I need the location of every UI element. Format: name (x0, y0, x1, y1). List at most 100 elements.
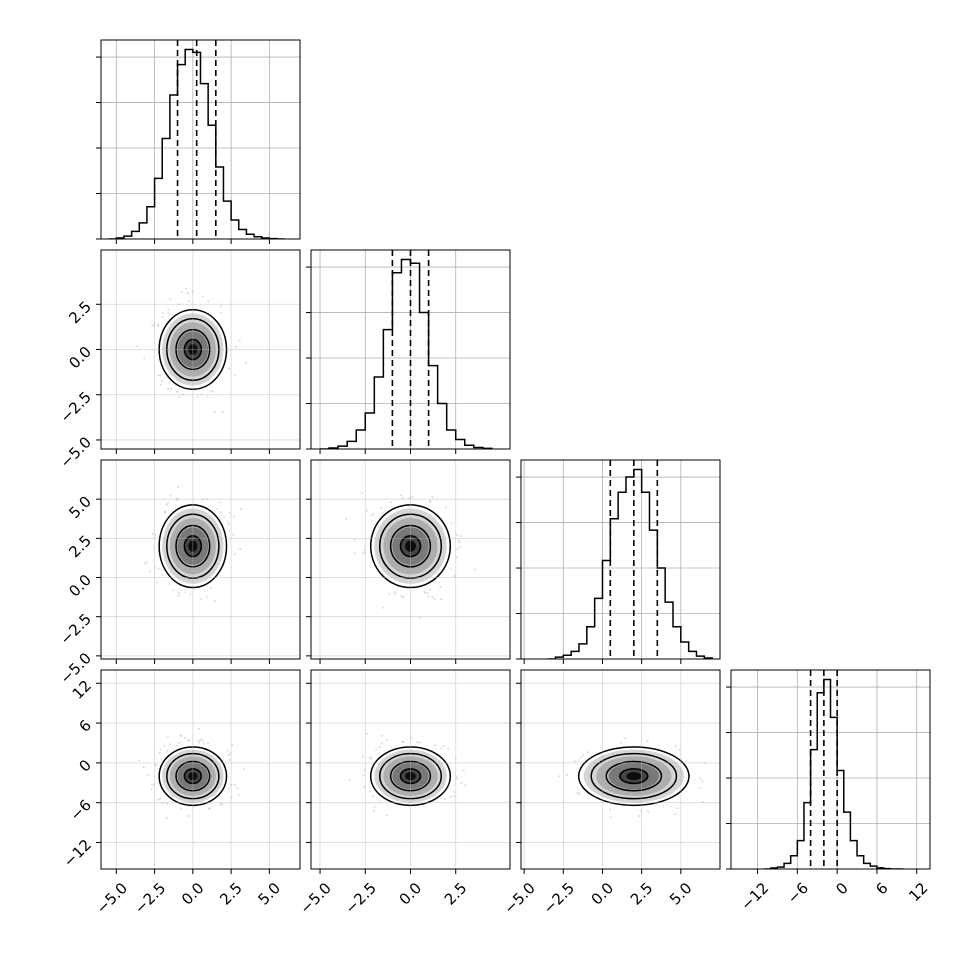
scatter-point (228, 367, 231, 370)
scatter-point (177, 486, 180, 488)
scatter-point (362, 774, 365, 777)
scatter-point (153, 784, 155, 787)
scatter-point (402, 596, 404, 599)
axes-frame (310, 669, 511, 870)
scatter-point (167, 308, 170, 311)
scatter-point (363, 768, 366, 771)
scatter-point (400, 595, 403, 598)
scatter-point (184, 737, 187, 739)
scatter-point (187, 300, 190, 302)
scatter-point (176, 497, 179, 500)
joint-content (101, 670, 300, 869)
scatter-point (182, 393, 184, 396)
scatter-point (439, 586, 442, 588)
joint-content (101, 460, 300, 659)
scatter-point (208, 807, 211, 810)
x-tick-label: −5.0 (93, 879, 131, 917)
histogram-panel-0 (96, 39, 301, 244)
scatter-point (362, 755, 364, 758)
scatter-point (434, 744, 436, 747)
scatter-point (231, 533, 234, 536)
scatter-point (582, 754, 584, 757)
axes-frame (520, 459, 721, 660)
x-tick-label: 0.0 (178, 879, 208, 909)
joint-content (521, 670, 720, 869)
scatter-point (443, 798, 446, 800)
scatter-point (158, 752, 161, 755)
scatter-point (161, 380, 164, 382)
scatter-point (380, 742, 383, 745)
scatter-point (151, 324, 154, 327)
scatter-point (371, 520, 373, 522)
scatter-point (464, 784, 466, 787)
scatter-point (363, 549, 366, 551)
scatter-point (223, 516, 226, 519)
joint-panel-2-0: −5.0−2.50.02.55.0 (57, 459, 301, 688)
scatter-point (186, 292, 189, 295)
scatter-point (178, 742, 181, 744)
scatter-point (202, 295, 204, 298)
scatter-point (457, 539, 460, 542)
scatter-point (207, 742, 209, 745)
scatter-point (210, 587, 212, 589)
scatter-point (146, 774, 149, 776)
scatter-point (145, 561, 148, 564)
scatter-point (169, 494, 172, 497)
scatter-point (449, 568, 451, 570)
scatter-point (142, 766, 145, 768)
y-tick-label: −2.5 (57, 610, 95, 648)
scatter-point (216, 508, 219, 510)
scatter-point (196, 395, 199, 398)
scatter-point (455, 556, 458, 559)
scatter-point (408, 497, 411, 499)
scatter-point (159, 384, 162, 386)
scatter-point (447, 747, 450, 750)
scatter-point (429, 588, 432, 591)
scatter-point (176, 390, 178, 393)
scatter-point (166, 749, 168, 752)
axes-frame (310, 249, 511, 450)
scatter-point (366, 732, 369, 735)
scatter-point (382, 606, 385, 609)
scatter-point (176, 499, 179, 502)
scatter-point (178, 395, 181, 398)
y-tick-label: 0.0 (65, 343, 95, 373)
scatter-point (676, 807, 679, 810)
scatter-point (226, 749, 229, 752)
scatter-point (450, 522, 453, 525)
scatter-point (155, 765, 158, 767)
scatter-point (440, 747, 443, 750)
scatter-point (163, 745, 166, 747)
scatter-point (143, 357, 146, 360)
scatter-point (200, 738, 202, 741)
scatter-point (427, 595, 430, 598)
scatter-point (161, 315, 164, 318)
joint-content (101, 250, 300, 449)
scatter-point (678, 748, 681, 751)
x-tick-label: 2.5 (441, 879, 471, 909)
scatter-point (378, 746, 381, 748)
scatter-point (353, 552, 356, 555)
scatter-point (424, 592, 427, 594)
scatter-point (167, 312, 170, 315)
scatter-point (386, 739, 389, 741)
scatter-point (401, 497, 404, 499)
scatter-point (558, 775, 561, 778)
scatter-point (227, 754, 230, 756)
scatter-point (429, 500, 432, 503)
histogram-panel-1 (306, 249, 511, 454)
scatter-point (214, 600, 216, 603)
scatter-point (211, 390, 214, 393)
scatter-point (201, 740, 204, 743)
scatter-point (159, 748, 162, 751)
scatter-point (423, 591, 426, 593)
scatter-point (227, 367, 229, 370)
scatter-point (237, 794, 240, 796)
y-tick-label: −6 (67, 796, 95, 824)
scatter-point (238, 339, 241, 342)
x-tick-label: −5.0 (296, 879, 334, 917)
scatter-point (431, 496, 434, 498)
scatter-point (167, 735, 169, 738)
scatter-point (144, 562, 146, 565)
scatter-point (228, 523, 230, 525)
